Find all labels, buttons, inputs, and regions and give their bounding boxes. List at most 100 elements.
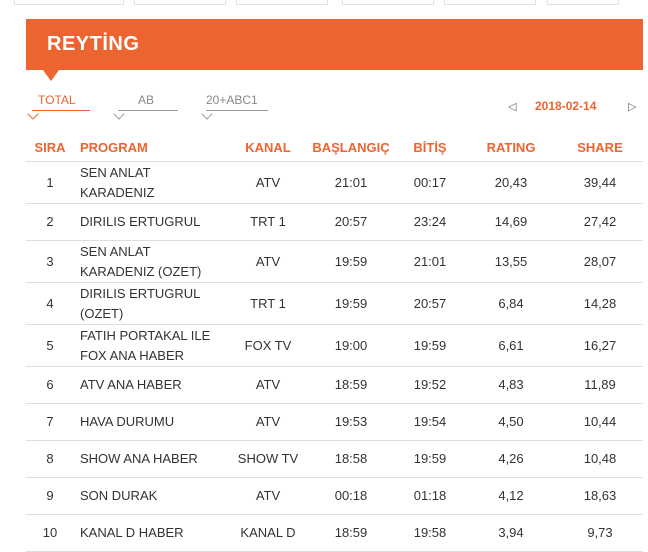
rating-cell: 4,26 [465, 440, 557, 478]
rank-cell: 7 [26, 403, 74, 441]
start-cell: 18:59 [307, 366, 395, 404]
end-cell: 19:59 [395, 324, 465, 367]
share-cell: 10,48 [557, 440, 643, 478]
top-nav-tab[interactable] [14, 0, 124, 5]
share-cell: 18,63 [557, 477, 643, 515]
end-cell: 21:01 [395, 240, 465, 283]
start-cell: 00:18 [307, 477, 395, 515]
rating-cell: 4,50 [465, 403, 557, 441]
share-cell: 10,44 [557, 403, 643, 441]
table-row: 2 DIRILIS ERTUGRUL TRT 1 20:57 23:24 14,… [26, 203, 643, 241]
rank-cell: 5 [26, 324, 74, 367]
channel-cell: ATV [229, 240, 307, 283]
end-cell: 19:54 [395, 403, 465, 441]
rank-cell: 4 [26, 282, 74, 325]
end-cell: 01:18 [395, 477, 465, 515]
program-cell: SEN ANLAT KARADENIZ (OZET) [74, 240, 229, 283]
col-header-share: SHARE [557, 134, 643, 162]
rating-cell: 13,55 [465, 240, 557, 283]
tab-ab[interactable]: AB [138, 93, 155, 107]
program-cell: FATIH PORTAKAL ILE FOX ANA HABER [74, 324, 229, 367]
rank-cell: 8 [26, 440, 74, 478]
tab-total[interactable]: TOTAL [38, 93, 76, 107]
rating-table: SIRA PROGRAM KANAL BAŞLANGIÇ BİTİŞ RATIN… [26, 134, 643, 552]
start-cell: 19:59 [307, 240, 395, 283]
table-row: 1 SEN ANLAT KARADENIZ ATV 21:01 00:17 20… [26, 161, 643, 204]
end-cell: 00:17 [395, 161, 465, 204]
tab-20abc1[interactable]: 20+ABC1 [206, 93, 258, 107]
section-title: REYTİNG [47, 33, 140, 55]
share-cell: 27,42 [557, 203, 643, 241]
top-nav-tab[interactable] [236, 0, 328, 5]
channel-cell: FOX TV [229, 324, 307, 367]
start-cell: 18:58 [307, 440, 395, 478]
section-header: REYTİNG [26, 19, 643, 81]
top-nav-tab[interactable] [444, 0, 536, 5]
rank-cell: 1 [26, 161, 74, 204]
program-cell: DIRILIS ERTUGRUL [74, 203, 229, 241]
end-cell: 19:58 [395, 514, 465, 552]
share-cell: 39,44 [557, 161, 643, 204]
rank-cell: 10 [26, 514, 74, 552]
start-cell: 19:53 [307, 403, 395, 441]
channel-cell: TRT 1 [229, 203, 307, 241]
channel-cell: ATV [229, 366, 307, 404]
share-cell: 14,28 [557, 282, 643, 325]
rank-cell: 3 [26, 240, 74, 283]
program-cell: SHOW ANA HABER [74, 440, 229, 478]
channel-cell: TRT 1 [229, 282, 307, 325]
share-cell: 28,07 [557, 240, 643, 283]
audience-tabs: TOTAL AB 20+ABC1 [26, 90, 286, 120]
selected-date[interactable]: 2018-02-14 [535, 99, 597, 113]
program-cell: SEN ANLAT KARADENIZ [74, 161, 229, 204]
col-header-rank: SIRA [26, 134, 74, 162]
rating-cell: 20,43 [465, 161, 557, 204]
share-cell: 9,73 [557, 514, 643, 552]
table-row: 5 FATIH PORTAKAL ILE FOX ANA HABER FOX T… [26, 324, 643, 367]
chevron-left-icon[interactable]: ◁ [508, 101, 517, 113]
top-nav-tab[interactable] [342, 0, 434, 5]
top-nav-tab[interactable] [134, 0, 226, 5]
table-row: 7 HAVA DURUMU ATV 19:53 19:54 4,50 10,44 [26, 403, 643, 441]
end-cell: 19:59 [395, 440, 465, 478]
rating-cell: 4,12 [465, 477, 557, 515]
rank-cell: 9 [26, 477, 74, 515]
rating-cell: 3,94 [465, 514, 557, 552]
tab-total-underline [32, 110, 90, 111]
top-nav-strip [0, 0, 648, 6]
rank-cell: 2 [26, 203, 74, 241]
col-header-program: PROGRAM [74, 134, 229, 162]
top-nav-tab[interactable] [547, 0, 619, 5]
start-cell: 19:59 [307, 282, 395, 325]
channel-cell: SHOW TV [229, 440, 307, 478]
program-cell: DIRILIS ERTUGRUL (OZET) [74, 282, 229, 325]
share-cell: 16,27 [557, 324, 643, 367]
end-cell: 19:52 [395, 366, 465, 404]
table-row: 9 SON DURAK ATV 00:18 01:18 4,12 18,63 [26, 477, 643, 515]
start-cell: 21:01 [307, 161, 395, 204]
rating-cell: 4,83 [465, 366, 557, 404]
table-header-row: SIRA PROGRAM KANAL BAŞLANGIÇ BİTİŞ RATIN… [26, 134, 643, 162]
col-header-rating: RATING [465, 134, 557, 162]
rating-cell: 14,69 [465, 203, 557, 241]
table-row: 6 ATV ANA HABER ATV 18:59 19:52 4,83 11,… [26, 366, 643, 404]
table-row: 10 KANAL D HABER KANAL D 18:59 19:58 3,9… [26, 514, 643, 552]
program-cell: KANAL D HABER [74, 514, 229, 552]
end-cell: 20:57 [395, 282, 465, 325]
tab-ab-underline [118, 110, 178, 111]
start-cell: 19:00 [307, 324, 395, 367]
start-cell: 18:59 [307, 514, 395, 552]
channel-cell: ATV [229, 161, 307, 204]
date-navigator: ◁ 2018-02-14 ▷ [508, 99, 640, 115]
tab-20abc1-underline [206, 110, 268, 111]
start-cell: 20:57 [307, 203, 395, 241]
table-row: 4 DIRILIS ERTUGRUL (OZET) TRT 1 19:59 20… [26, 282, 643, 325]
share-cell: 11,89 [557, 366, 643, 404]
table-row: 3 SEN ANLAT KARADENIZ (OZET) ATV 19:59 2… [26, 240, 643, 283]
rank-cell: 6 [26, 366, 74, 404]
chevron-right-icon[interactable]: ▷ [628, 101, 637, 113]
rating-cell: 6,61 [465, 324, 557, 367]
program-cell: HAVA DURUMU [74, 403, 229, 441]
channel-cell: ATV [229, 477, 307, 515]
channel-cell: ATV [229, 403, 307, 441]
